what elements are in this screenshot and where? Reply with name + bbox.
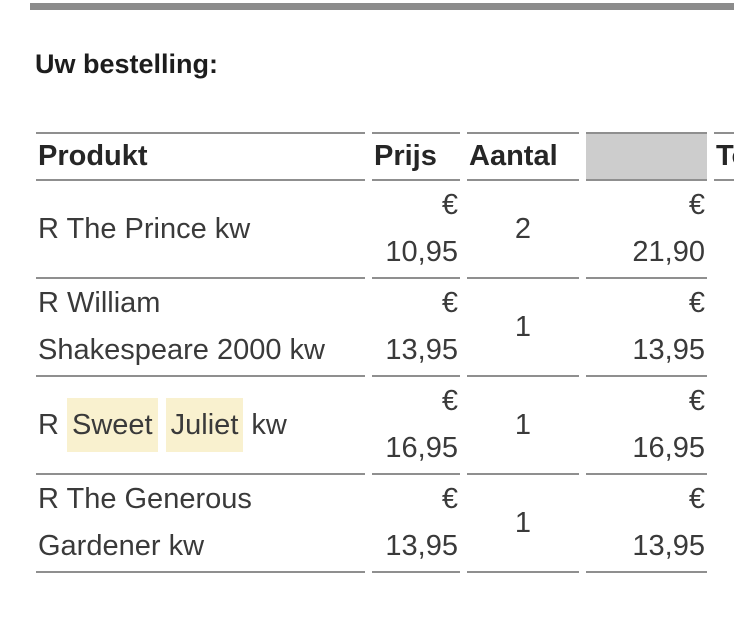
column-header-aantal: Aantal xyxy=(467,132,579,181)
cell-product: R Sweet Juliet kw xyxy=(36,377,365,475)
top-separator-bar xyxy=(30,3,734,10)
column-header-totaal: Totaal xyxy=(714,132,734,181)
cell-price: € 13,95 xyxy=(372,279,460,377)
column-header-empty xyxy=(586,132,707,181)
cell-quantity: 1 xyxy=(467,475,579,573)
cell-quantity: 2 xyxy=(467,181,579,279)
search-highlight: Sweet xyxy=(67,397,158,452)
cell-price: € 13,95 xyxy=(372,475,460,573)
cell-product: R The Prince kw xyxy=(36,181,365,279)
table-row: R William Shakespeare 2000 kw € 13,95 1 € 1… xyxy=(36,279,734,377)
cell-price: € 10,95 xyxy=(372,181,460,279)
table-row: R The Generous Gardener kw € 13,95 1 € 13,9… xyxy=(36,475,734,573)
column-header-produkt: Produkt xyxy=(36,132,365,181)
search-highlight: Juliet xyxy=(165,397,244,452)
cell-row-total: € 13,95 xyxy=(586,475,707,573)
page-title: Uw bestelling: xyxy=(35,49,219,79)
cell-quantity: 1 xyxy=(467,377,579,475)
cell-row-total: € 16,95 xyxy=(586,377,707,475)
cell-row-total: € 13,95 xyxy=(586,279,707,377)
table-row: R The Prince kw € 10,95 2 € 21,90 xyxy=(36,181,734,279)
cell-product: R William Shakespeare 2000 kw xyxy=(36,279,365,377)
cell-product: R The Generous Gardener kw xyxy=(36,475,365,573)
table-row: R Sweet Juliet kw € 16,95 1 € 16,95 xyxy=(36,377,734,475)
order-table-body: R The Prince kw € 10,95 2 € 21,90 R William … xyxy=(36,181,734,573)
table-header-row: Produkt Prijs Aantal Totaal xyxy=(36,132,734,181)
column-header-prijs: Prijs xyxy=(372,132,460,181)
order-table: Produkt Prijs Aantal Totaal R The Prince… xyxy=(29,132,734,573)
cell-price: € 16,95 xyxy=(372,377,460,475)
cell-quantity: 1 xyxy=(467,279,579,377)
cell-row-total: € 21,90 xyxy=(586,181,707,279)
